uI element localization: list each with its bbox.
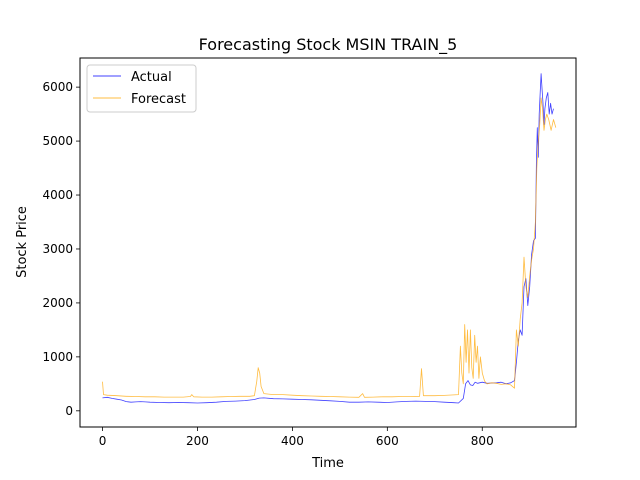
legend-label-actual: Actual bbox=[131, 70, 172, 85]
x-tick-label: 400 bbox=[281, 434, 304, 448]
x-axis-label: Time bbox=[311, 456, 344, 471]
chart-title: Forecasting Stock MSIN TRAIN_5 bbox=[199, 35, 458, 55]
plot-lines bbox=[102, 73, 557, 404]
x-tick-label: 0 bbox=[99, 434, 107, 448]
y-axis: 0 1000 2000 3000 4000 5000 6000 bbox=[42, 80, 80, 418]
legend-label-forecast: Forecast bbox=[131, 92, 186, 107]
plot-frame bbox=[79, 57, 577, 428]
legend-box bbox=[86, 64, 197, 113]
legend: Actual Forecast bbox=[86, 64, 197, 113]
x-tick-label: 800 bbox=[471, 434, 494, 448]
series-line-forecast bbox=[102, 97, 557, 398]
y-axis-label: Stock Price bbox=[15, 206, 30, 278]
y-tick-label: 6000 bbox=[42, 80, 73, 94]
y-tick-label: 4000 bbox=[42, 188, 73, 202]
series-line-actual bbox=[102, 73, 554, 404]
x-axis: 0 200 400 600 800 bbox=[99, 427, 494, 448]
x-tick-label: 600 bbox=[376, 434, 399, 448]
y-tick-label: 1000 bbox=[42, 350, 73, 364]
y-tick-label: 2000 bbox=[42, 296, 73, 310]
y-tick-label: 3000 bbox=[42, 242, 73, 256]
y-tick-label: 0 bbox=[65, 404, 73, 418]
x-tick-label: 200 bbox=[186, 434, 209, 448]
y-tick-label: 5000 bbox=[42, 134, 73, 148]
